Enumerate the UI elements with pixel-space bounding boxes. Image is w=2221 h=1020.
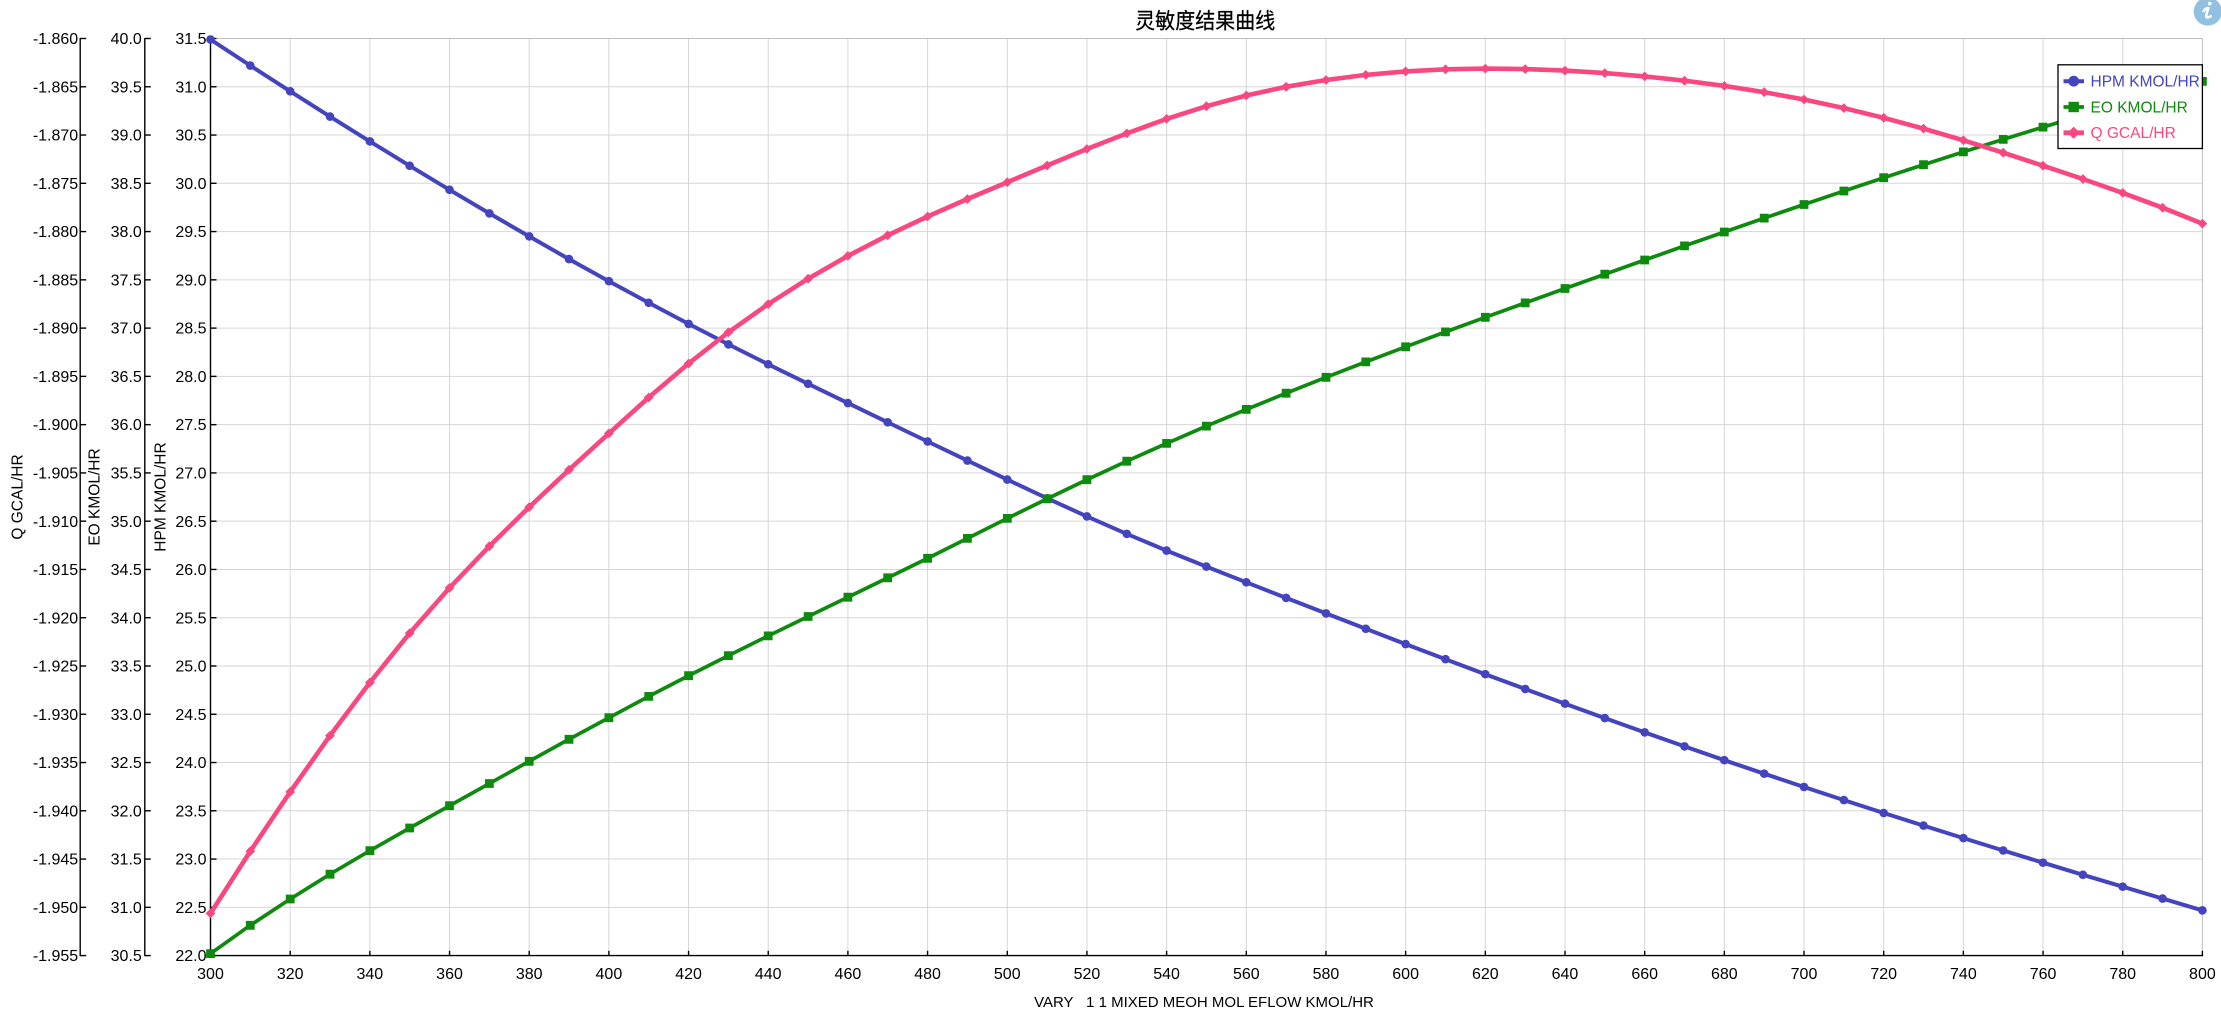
svg-text:31.5: 31.5 bbox=[111, 852, 142, 869]
svg-text:380: 380 bbox=[516, 966, 543, 983]
svg-text:34.0: 34.0 bbox=[111, 610, 142, 627]
svg-text:-1.930: -1.930 bbox=[33, 707, 78, 724]
svg-text:22.5: 22.5 bbox=[175, 900, 206, 917]
svg-text:-1.860: -1.860 bbox=[33, 31, 78, 48]
svg-text:36.5: 36.5 bbox=[111, 369, 142, 386]
svg-text:Q GCAL/HR: Q GCAL/HR bbox=[9, 454, 26, 539]
svg-text:800: 800 bbox=[2189, 966, 2216, 983]
svg-text:400: 400 bbox=[596, 966, 623, 983]
svg-text:-1.880: -1.880 bbox=[33, 224, 78, 241]
svg-text:29.5: 29.5 bbox=[175, 224, 206, 241]
svg-text:520: 520 bbox=[1074, 966, 1101, 983]
svg-text:23.0: 23.0 bbox=[175, 852, 206, 869]
svg-text:38.5: 38.5 bbox=[111, 176, 142, 193]
svg-text:28.5: 28.5 bbox=[175, 321, 206, 338]
svg-text:28.0: 28.0 bbox=[175, 369, 206, 386]
svg-text:33.5: 33.5 bbox=[111, 659, 142, 676]
svg-text:-1.955: -1.955 bbox=[33, 948, 78, 965]
svg-text:-1.895: -1.895 bbox=[33, 369, 78, 386]
svg-text:500: 500 bbox=[994, 966, 1021, 983]
svg-text:31.5: 31.5 bbox=[175, 31, 206, 48]
svg-text:35.5: 35.5 bbox=[111, 466, 142, 483]
svg-text:25.0: 25.0 bbox=[175, 659, 206, 676]
svg-text:HPM KMOL/HR: HPM KMOL/HR bbox=[153, 442, 170, 551]
svg-text:31.0: 31.0 bbox=[111, 900, 142, 917]
svg-text:36.0: 36.0 bbox=[111, 417, 142, 434]
svg-text:760: 760 bbox=[2030, 966, 2057, 983]
svg-text:Q GCAL/HR: Q GCAL/HR bbox=[2091, 125, 2176, 142]
svg-text:25.5: 25.5 bbox=[175, 610, 206, 627]
svg-text:39.5: 39.5 bbox=[111, 79, 142, 96]
svg-text:33.0: 33.0 bbox=[111, 707, 142, 724]
svg-text:-1.945: -1.945 bbox=[33, 852, 78, 869]
svg-text:620: 620 bbox=[1472, 966, 1499, 983]
svg-text:-1.950: -1.950 bbox=[33, 900, 78, 917]
svg-text:-1.900: -1.900 bbox=[33, 417, 78, 434]
svg-text:24.5: 24.5 bbox=[175, 707, 206, 724]
svg-text:540: 540 bbox=[1153, 966, 1180, 983]
svg-text:300: 300 bbox=[197, 966, 224, 983]
svg-text:27.5: 27.5 bbox=[175, 417, 206, 434]
svg-text:26.5: 26.5 bbox=[175, 514, 206, 531]
svg-text:37.5: 37.5 bbox=[111, 272, 142, 289]
svg-text:31.0: 31.0 bbox=[175, 79, 206, 96]
svg-text:HPM KMOL/HR: HPM KMOL/HR bbox=[2091, 74, 2200, 91]
svg-text:22.0: 22.0 bbox=[175, 948, 206, 965]
svg-text:-1.875: -1.875 bbox=[33, 176, 78, 193]
svg-text:VARY 1 1 MIXED MEOH MOL EFLO: VARY 1 1 MIXED MEOH MOL EFLOW KMOL/HR bbox=[1034, 994, 1374, 1011]
svg-text:30.5: 30.5 bbox=[111, 948, 142, 965]
svg-text:480: 480 bbox=[914, 966, 941, 983]
svg-text:-1.890: -1.890 bbox=[33, 321, 78, 338]
svg-text:30.0: 30.0 bbox=[175, 176, 206, 193]
svg-text:320: 320 bbox=[277, 966, 304, 983]
svg-text:640: 640 bbox=[1552, 966, 1579, 983]
svg-text:40.0: 40.0 bbox=[111, 31, 142, 48]
svg-text:EO KMOL/HR: EO KMOL/HR bbox=[2091, 99, 2188, 116]
svg-text:660: 660 bbox=[1631, 966, 1658, 983]
svg-text:26.0: 26.0 bbox=[175, 562, 206, 579]
svg-text:780: 780 bbox=[2109, 966, 2136, 983]
svg-text:720: 720 bbox=[1870, 966, 1897, 983]
svg-text:30.5: 30.5 bbox=[175, 128, 206, 145]
svg-text:35.0: 35.0 bbox=[111, 514, 142, 531]
svg-text:32.0: 32.0 bbox=[111, 803, 142, 820]
svg-text:-1.905: -1.905 bbox=[33, 466, 78, 483]
svg-text:680: 680 bbox=[1711, 966, 1738, 983]
svg-text:37.0: 37.0 bbox=[111, 321, 142, 338]
svg-text:32.5: 32.5 bbox=[111, 755, 142, 772]
svg-text:740: 740 bbox=[1950, 966, 1977, 983]
svg-text:34.5: 34.5 bbox=[111, 562, 142, 579]
svg-text:600: 600 bbox=[1392, 966, 1419, 983]
svg-text:-1.870: -1.870 bbox=[33, 128, 78, 145]
svg-text:38.0: 38.0 bbox=[111, 224, 142, 241]
svg-text:700: 700 bbox=[1791, 966, 1818, 983]
svg-text:460: 460 bbox=[835, 966, 862, 983]
svg-text:EO KMOL/HR: EO KMOL/HR bbox=[87, 448, 104, 545]
svg-text:-1.920: -1.920 bbox=[33, 610, 78, 627]
svg-text:440: 440 bbox=[755, 966, 782, 983]
svg-text:-1.885: -1.885 bbox=[33, 272, 78, 289]
svg-text:-1.925: -1.925 bbox=[33, 659, 78, 676]
svg-text:39.0: 39.0 bbox=[111, 128, 142, 145]
svg-text:-1.940: -1.940 bbox=[33, 803, 78, 820]
svg-text:-1.915: -1.915 bbox=[33, 562, 78, 579]
svg-text:27.0: 27.0 bbox=[175, 466, 206, 483]
svg-text:360: 360 bbox=[436, 966, 463, 983]
svg-text:560: 560 bbox=[1233, 966, 1260, 983]
svg-text:580: 580 bbox=[1313, 966, 1340, 983]
svg-text:23.5: 23.5 bbox=[175, 803, 206, 820]
svg-text:24.0: 24.0 bbox=[175, 755, 206, 772]
svg-text:-1.935: -1.935 bbox=[33, 755, 78, 772]
svg-text:-1.910: -1.910 bbox=[33, 514, 78, 531]
svg-text:-1.865: -1.865 bbox=[33, 79, 78, 96]
svg-text:420: 420 bbox=[675, 966, 702, 983]
svg-text:340: 340 bbox=[356, 966, 383, 983]
svg-text:29.0: 29.0 bbox=[175, 272, 206, 289]
